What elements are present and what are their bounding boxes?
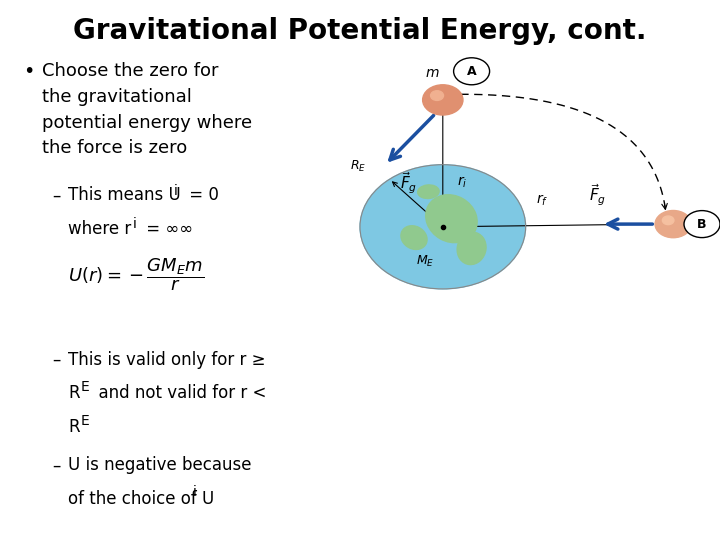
Text: •: •: [23, 62, 35, 81]
Text: i: i: [132, 217, 136, 231]
Text: A: A: [467, 65, 477, 78]
Text: Choose the zero for
the gravitational
potential energy where
the force is zero: Choose the zero for the gravitational po…: [42, 62, 252, 157]
Text: B: B: [697, 218, 707, 231]
Text: $M_E$: $M_E$: [415, 254, 434, 269]
Ellipse shape: [401, 226, 427, 249]
Text: –: –: [52, 351, 60, 369]
Text: $r_i$: $r_i$: [457, 174, 467, 190]
Ellipse shape: [426, 195, 477, 242]
Circle shape: [360, 165, 526, 289]
Text: $m$: $m$: [425, 66, 439, 80]
Text: –: –: [52, 456, 60, 474]
Text: $U(r) = -\dfrac{GM_E m}{r}$: $U(r) = -\dfrac{GM_E m}{r}$: [68, 256, 204, 293]
Text: = 0: = 0: [184, 186, 218, 204]
Circle shape: [655, 211, 691, 238]
Text: $\vec{F}_g$: $\vec{F}_g$: [589, 183, 606, 208]
Circle shape: [662, 216, 674, 225]
Circle shape: [423, 85, 463, 115]
Text: E: E: [81, 380, 89, 394]
Text: of the choice of U: of the choice of U: [68, 490, 215, 508]
Text: This means U: This means U: [68, 186, 181, 204]
Text: E: E: [81, 414, 89, 428]
Text: $R_E$: $R_E$: [350, 159, 366, 174]
Text: R: R: [68, 418, 80, 436]
Text: Gravitational Potential Energy, cont.: Gravitational Potential Energy, cont.: [73, 17, 647, 45]
Circle shape: [431, 91, 444, 100]
Text: This is valid only for r ≥: This is valid only for r ≥: [68, 351, 266, 369]
Circle shape: [454, 58, 490, 85]
Circle shape: [684, 211, 720, 238]
Text: –: –: [52, 186, 60, 204]
Ellipse shape: [457, 232, 486, 265]
Text: R: R: [68, 384, 80, 402]
Ellipse shape: [418, 185, 439, 199]
Text: where r: where r: [68, 220, 132, 238]
Text: U is negative because: U is negative because: [68, 456, 252, 474]
Text: = ∞∞: = ∞∞: [141, 220, 193, 238]
Text: $r_f$: $r_f$: [536, 193, 549, 208]
Text: i: i: [174, 184, 178, 198]
Text: and not valid for r <: and not valid for r <: [88, 384, 266, 402]
Text: $\vec{F}_g$: $\vec{F}_g$: [400, 170, 417, 195]
Text: i: i: [193, 485, 197, 500]
